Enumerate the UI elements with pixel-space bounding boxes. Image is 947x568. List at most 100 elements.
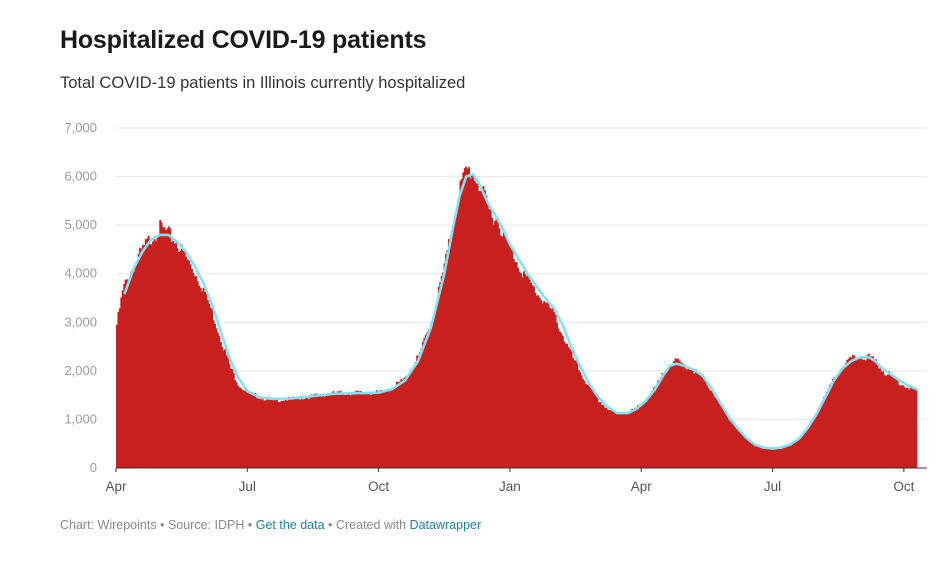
- bar: [263, 400, 266, 468]
- bar: [443, 263, 446, 468]
- bar: [185, 256, 188, 468]
- bar: [478, 191, 481, 469]
- bar: [839, 372, 841, 468]
- bar: [159, 219, 162, 468]
- average-line-layer: [123, 172, 919, 450]
- bar: [847, 358, 850, 468]
- bar: [228, 364, 231, 468]
- bar: [515, 262, 518, 468]
- bar: [381, 391, 384, 468]
- bar: [859, 358, 862, 468]
- bar: [670, 366, 673, 468]
- bar: [439, 282, 442, 468]
- bar: [152, 241, 154, 468]
- bar: [778, 448, 781, 468]
- bar: [664, 371, 667, 468]
- bar: [413, 366, 416, 468]
- bar: [141, 244, 144, 468]
- bar: [260, 399, 263, 468]
- bar: [333, 393, 336, 468]
- bar: [214, 323, 216, 468]
- bar: [123, 283, 126, 468]
- bar: [525, 276, 528, 468]
- bar: [662, 375, 665, 468]
- bar: [463, 168, 466, 468]
- bar: [566, 343, 569, 468]
- bar: [458, 199, 460, 468]
- bar: [684, 368, 687, 468]
- bar: [789, 443, 792, 468]
- bar: [560, 333, 563, 468]
- bar: [227, 357, 229, 468]
- bar: [645, 401, 648, 468]
- bar: [437, 286, 440, 468]
- bar: [445, 254, 447, 468]
- bar: [153, 238, 156, 468]
- bar: [504, 231, 507, 468]
- bar: [121, 290, 124, 468]
- bar: [235, 382, 238, 468]
- bar: [761, 446, 763, 468]
- bar: [598, 402, 600, 468]
- bar: [567, 347, 570, 468]
- bar: [271, 397, 274, 468]
- bar: [253, 392, 255, 468]
- bar: [498, 228, 501, 468]
- bar: [826, 391, 828, 468]
- bar: [403, 377, 406, 468]
- bar: [852, 354, 854, 468]
- bar: [740, 433, 743, 468]
- bar: [824, 395, 827, 468]
- bar: [896, 379, 899, 468]
- bar: [837, 374, 840, 468]
- bar: [423, 337, 426, 468]
- bar: [436, 301, 439, 468]
- bar: [191, 268, 193, 468]
- bar: [250, 391, 253, 468]
- bar: [657, 380, 660, 468]
- bar: [875, 359, 877, 468]
- bar: [738, 430, 740, 468]
- bar: [292, 396, 294, 468]
- bar: [166, 228, 169, 468]
- bar: [667, 370, 670, 468]
- bar: [421, 341, 424, 468]
- bar: [511, 248, 514, 468]
- bar: [843, 367, 846, 468]
- bar: [276, 398, 279, 468]
- bar: [465, 166, 468, 468]
- bar: [602, 404, 605, 468]
- x-axis-labels: Apr Jul Oct Jan Apr Jul Oct: [105, 479, 914, 494]
- footer-separator: •: [160, 518, 165, 532]
- bar: [821, 401, 824, 468]
- bar: [543, 300, 546, 468]
- bar: [348, 394, 351, 468]
- get-the-data-link[interactable]: Get the data: [255, 518, 325, 532]
- bar: [629, 411, 632, 468]
- bar: [179, 250, 182, 468]
- bar: [613, 411, 616, 468]
- bar: [723, 410, 726, 468]
- x-tick-label: Apr: [631, 479, 653, 494]
- bar: [127, 281, 130, 468]
- bar: [798, 438, 801, 468]
- bar: [810, 421, 813, 468]
- bar: [342, 394, 345, 468]
- bar: [433, 311, 436, 468]
- bar: [442, 272, 445, 468]
- bar: [765, 447, 768, 468]
- bar: [696, 370, 699, 468]
- bar: [417, 355, 420, 468]
- bar: [471, 175, 473, 468]
- bar: [294, 398, 297, 468]
- bar: [344, 394, 346, 468]
- footer-separator: •: [247, 518, 253, 532]
- bar: [651, 390, 654, 468]
- bar: [722, 407, 724, 468]
- bar: [730, 422, 733, 468]
- bar: [472, 174, 475, 468]
- x-tick-label: Oct: [893, 479, 914, 494]
- bar: [280, 400, 283, 468]
- bar: [590, 388, 593, 468]
- datawrapper-link[interactable]: Datawrapper: [409, 518, 482, 532]
